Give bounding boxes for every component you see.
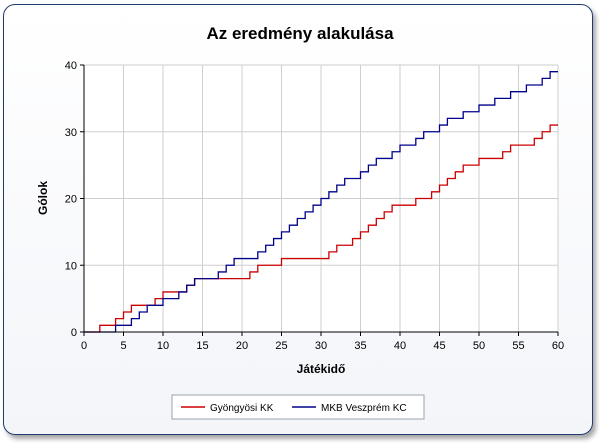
y-tick-label: 30 <box>65 127 77 139</box>
x-tick-label: 40 <box>394 340 406 352</box>
x-tick-label: 45 <box>433 340 445 352</box>
x-tick-label: 55 <box>512 340 524 352</box>
x-axis-label: Játékidő <box>297 362 346 376</box>
y-tick-label: 10 <box>65 260 77 272</box>
x-tick-label: 5 <box>120 340 126 352</box>
x-tick-label: 15 <box>196 340 208 352</box>
y-axis-label: Gólok <box>36 181 50 215</box>
axes <box>80 64 559 336</box>
series-line-1 <box>84 124 558 333</box>
x-tick-label: 60 <box>552 340 564 352</box>
y-tick-label: 20 <box>65 194 77 206</box>
x-tick-label: 35 <box>354 340 366 352</box>
tick-labels: 0 5 10 15 20 25 30 35 40 45 50 55 60 0 10 20 30 40 <box>65 60 564 352</box>
series-layer <box>84 71 558 333</box>
y-tick-label: 40 <box>65 60 77 72</box>
grid-lines <box>84 64 559 332</box>
legend: Gyöngyösi KK MKB Veszprém KC <box>171 394 425 420</box>
x-tick-label: 10 <box>157 340 169 352</box>
x-tick-label: 30 <box>315 340 327 352</box>
chart-title: Az eredmény alakulása <box>206 24 394 43</box>
x-tick-label: 25 <box>275 340 287 352</box>
y-tick-label: 0 <box>71 327 77 339</box>
x-tick-label: 50 <box>473 340 485 352</box>
series-line-2 <box>84 71 558 333</box>
x-tick-label: 20 <box>236 340 248 352</box>
legend-entry-1: Gyöngyösi KK <box>210 403 274 414</box>
x-tick-label: 0 <box>81 340 87 352</box>
legend-entry-2: MKB Veszprém KC <box>321 403 407 414</box>
